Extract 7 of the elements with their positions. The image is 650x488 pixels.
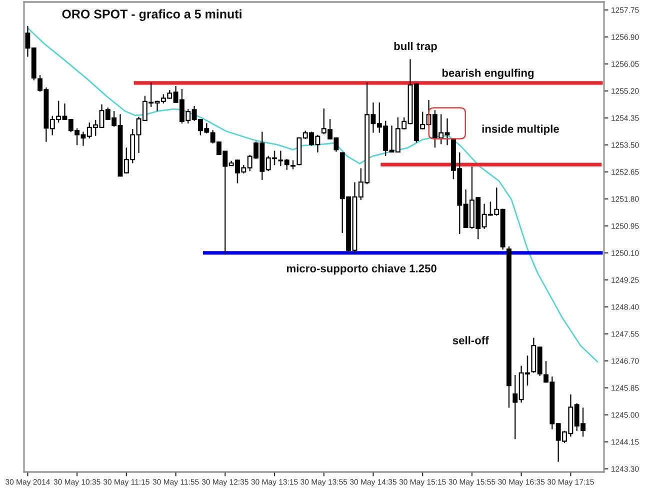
line-series bbox=[27, 27, 599, 363]
annotation: bull trap bbox=[394, 42, 437, 52]
annotation: micro-supporto chiave 1.250 bbox=[286, 264, 436, 275]
annotation: sell-off bbox=[452, 336, 489, 344]
text: ORO SPOT - grafico a 5 minuti bbox=[62, 9, 242, 22]
annotation: bearish engulfing bbox=[442, 68, 534, 80]
annotation: inside multiple bbox=[482, 124, 559, 136]
